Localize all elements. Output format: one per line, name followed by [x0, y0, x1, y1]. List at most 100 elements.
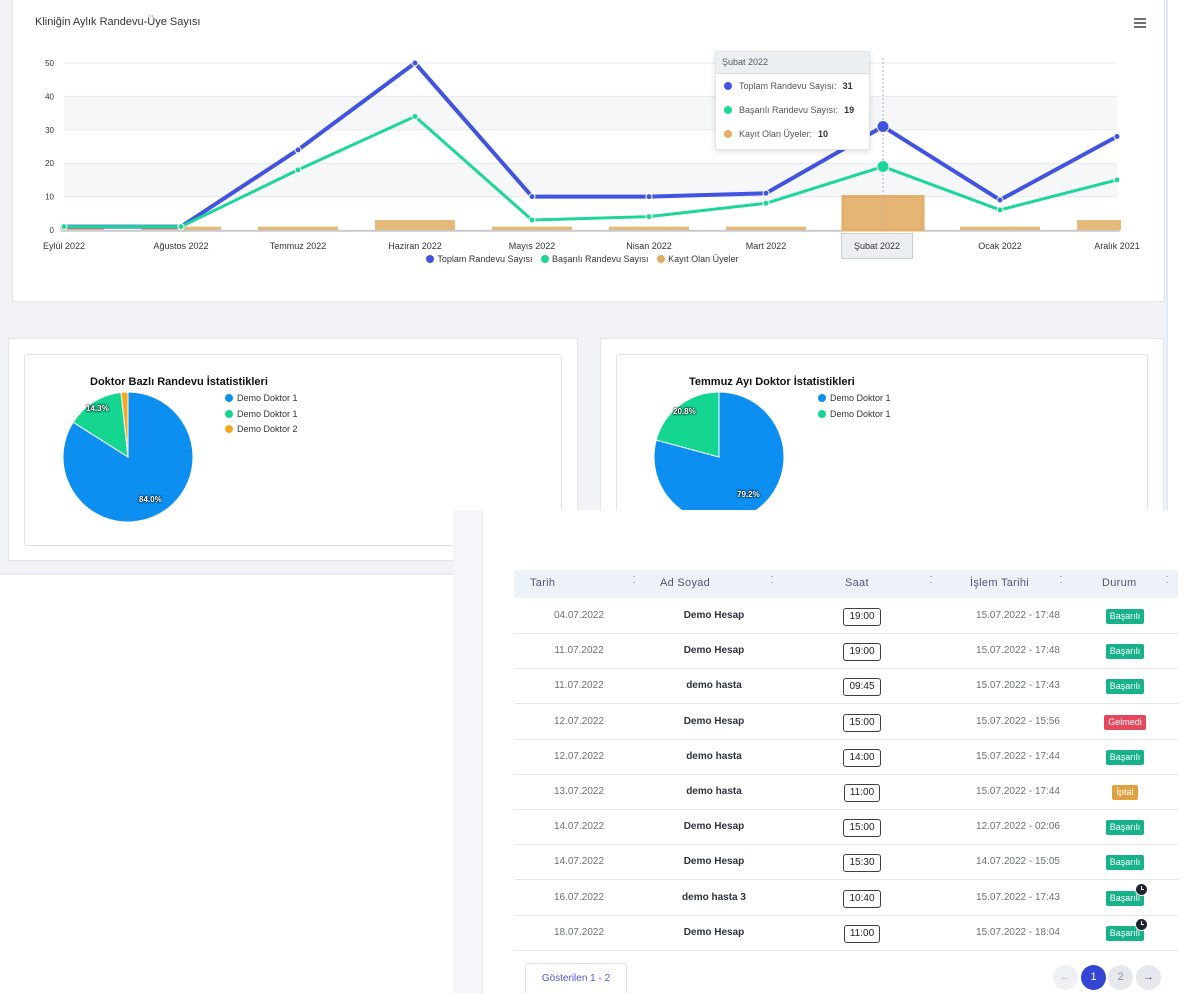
- pie-chart-title: Doktor Bazlı Randevu İstatistikleri: [90, 376, 268, 388]
- pie-slice[interactable]: [120, 391, 129, 458]
- x-tick-label: Eylül 2022: [43, 241, 85, 251]
- page-button-current[interactable]: 1: [1081, 965, 1106, 990]
- cell-status: Başarılı: [1080, 810, 1170, 845]
- x-tick-label: Haziran 2022: [388, 241, 442, 251]
- cell-operation-date: 15.07.2022 - 17:43: [976, 891, 1060, 903]
- status-badge[interactable]: Başarılı: [1105, 609, 1145, 624]
- table-row[interactable]: 18.07.2022 Demo Hesap 11:00 15.07.2022 - 18…: [514, 916, 1178, 951]
- status-badge-label: Başarılı: [1109, 751, 1141, 762]
- cell-operation-date: 15.07.2022 - 17:43: [976, 680, 1060, 692]
- x-tick-label: Mayıs 2022: [509, 241, 556, 251]
- status-badge[interactable]: Başarılı: [1105, 882, 1149, 906]
- status-badge[interactable]: Başarılı: [1105, 749, 1145, 765]
- table-row[interactable]: 12.07.2022 demo hasta 14:00 15.07.2022 - 17…: [514, 740, 1178, 775]
- cell-time: 14:00: [814, 740, 910, 775]
- legend-item[interactable]: Başarılı Randevu Sayısı: [540, 254, 649, 264]
- status-badge-label: Başarılı: [1109, 927, 1141, 938]
- legend-item[interactable]: Demo Doktor 1: [818, 391, 891, 407]
- x-tick-label: Aralık 2021: [1094, 241, 1140, 251]
- table-row[interactable]: 14.07.2022 Demo Hesap 15:30 14.07.2022 - 15…: [514, 845, 1178, 881]
- status-badge[interactable]: Başarılı: [1105, 820, 1145, 836]
- cell-time: 09:45: [814, 669, 910, 704]
- pie-slice-label: 14.3%: [86, 404, 109, 413]
- cell-operation-date: 15.07.2022 - 17:48: [976, 645, 1060, 657]
- legend-dot-icon: [818, 394, 826, 402]
- time-chip: 14:00: [843, 748, 881, 767]
- cell-time: 10:40: [814, 881, 910, 916]
- column-header-status[interactable]: Durum: [1102, 577, 1137, 589]
- y-tick-label: 0: [50, 226, 55, 235]
- status-badge[interactable]: Başarılı: [1105, 917, 1149, 941]
- cell-date: 18.07.2022: [553, 926, 605, 938]
- status-badge-label: Başarılı: [1109, 857, 1141, 868]
- time-chip: 19:00: [843, 608, 881, 626]
- cell-name: Demo Hesap: [683, 645, 745, 657]
- arrow-right-icon[interactable]: →: [1136, 965, 1161, 990]
- time-chip: 15:00: [843, 713, 881, 732]
- series-dot-icon: [724, 82, 732, 90]
- legend-item[interactable]: Demo Doktor 2: [225, 422, 298, 438]
- bar-registered-members: [726, 226, 806, 230]
- hamburger-menu-icon[interactable]: [1134, 18, 1146, 30]
- table-row[interactable]: 04.07.2022 Demo Hesap 19:00 15.07.2022 - 17…: [514, 599, 1178, 634]
- tooltip-title: Şubat 2022: [716, 52, 869, 74]
- arrow-left-icon[interactable]: ←: [1053, 965, 1078, 990]
- doctor-stats-pie: [62, 391, 194, 523]
- status-badge[interactable]: Başarılı: [1105, 855, 1145, 871]
- cell-date: 13.07.2022: [553, 786, 605, 797]
- column-header-date[interactable]: Tarih: [530, 577, 556, 589]
- legend-item[interactable]: Kayıt Olan Üyeler: [657, 254, 739, 264]
- series-point: [645, 213, 653, 221]
- time-chip: 19:00: [843, 643, 881, 662]
- cell-operation-date: 14.07.2022 - 15:05: [976, 856, 1060, 868]
- pie-slice[interactable]: [72, 391, 129, 458]
- table-row[interactable]: 16.07.2022 demo hasta 3 10:40 15.07.2022 - …: [514, 881, 1178, 916]
- grid-band: [64, 96, 1117, 130]
- tooltip-label: Başarılı Randevu Sayısı:: [739, 105, 839, 115]
- cell-date: 14.07.2022: [553, 821, 605, 833]
- legend-label: Demo Doktor 2: [237, 424, 298, 434]
- table-row[interactable]: 12.07.2022 Demo Hesap 15:00 15.07.2022 - 15…: [514, 705, 1178, 740]
- series-point: [1113, 176, 1121, 184]
- table-row[interactable]: 11.07.2022 demo hasta 09:45 15.07.2022 - 17…: [514, 669, 1178, 705]
- hovered-x-label: Şubat 2022: [841, 233, 913, 259]
- legend-label: Demo Doktor 1: [237, 408, 298, 419]
- cell-name: demo hasta: [686, 750, 742, 762]
- legend-item[interactable]: Demo Doktor 1: [225, 407, 298, 423]
- column-header-operation-date[interactable]: İşlem Tarihi: [970, 577, 1030, 589]
- legend-item[interactable]: Toplam Randevu Sayısı: [426, 254, 532, 264]
- cell-status: Başarılı: [1080, 669, 1170, 704]
- pie-chart-title: Temmuz Ayı Doktor İstatistikleri: [689, 376, 855, 388]
- pie-slice-label: 79.2%: [737, 490, 760, 499]
- legend-label: Toplam Randevu Sayısı: [437, 254, 533, 264]
- status-badge[interactable]: Gelmedi: [1104, 714, 1146, 730]
- line-chart-card: Kliniğin Aylık Randevu-Üye Sayısı: [12, 0, 1165, 302]
- status-badge[interactable]: Başarılı: [1105, 679, 1145, 695]
- status-badge[interactable]: İptal: [1112, 785, 1138, 800]
- pie-slice[interactable]: [655, 391, 720, 458]
- tooltip-row: Toplam Randevu Sayısı: 31: [716, 74, 869, 98]
- table-row[interactable]: 11.07.2022 Demo Hesap 19:00 15.07.2022 - 17…: [514, 634, 1178, 670]
- column-header-time[interactable]: Saat: [845, 577, 869, 589]
- status-badge[interactable]: Başarılı: [1105, 644, 1145, 660]
- table-row[interactable]: 14.07.2022 Demo Hesap 15:00 12.07.2022 - 02…: [514, 810, 1178, 846]
- cell-time: 15:30: [814, 845, 910, 880]
- legend-item[interactable]: Demo Doktor 1: [225, 391, 298, 407]
- bar-registered-members: [258, 226, 338, 230]
- x-tick-label: Ağustos 2022: [153, 241, 208, 251]
- y-tick-label: 40: [45, 92, 54, 101]
- cell-date: 16.07.2022: [553, 891, 605, 903]
- page-button[interactable]: 2: [1108, 965, 1133, 990]
- tooltip-label: Toplam Randevu Sayısı:: [739, 81, 837, 91]
- cell-status: İptal: [1080, 775, 1170, 810]
- cell-status: Başarılı: [1080, 845, 1170, 880]
- legend-item[interactable]: Demo Doktor 1: [818, 407, 891, 423]
- column-header-name[interactable]: Ad Soyad: [660, 577, 711, 589]
- table-row[interactable]: 13.07.2022 demo hasta 11:00 15.07.2022 - 17…: [514, 775, 1178, 810]
- series-point: [528, 216, 536, 224]
